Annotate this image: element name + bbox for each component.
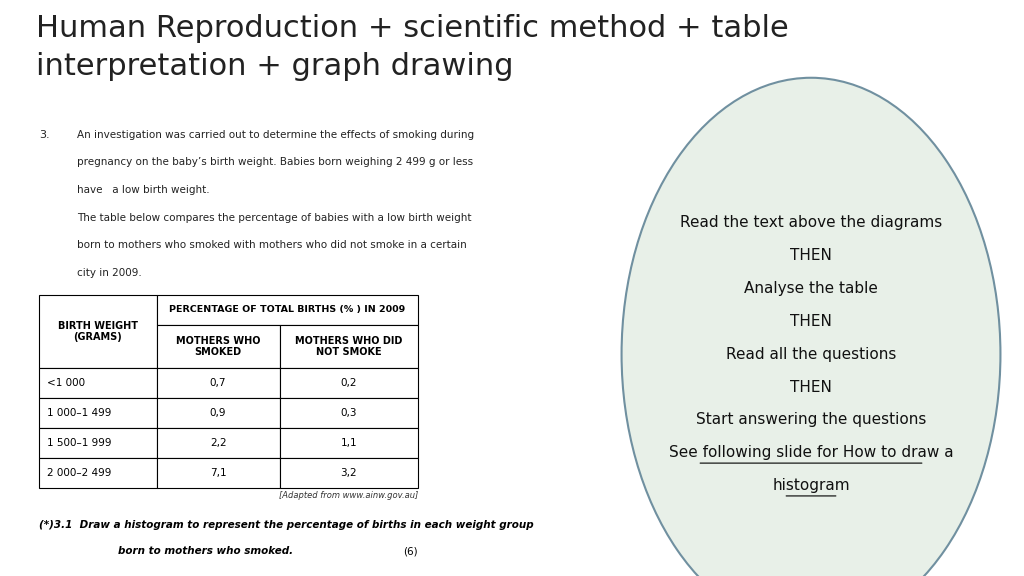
Text: city in 2009.: city in 2009. bbox=[77, 268, 141, 278]
Text: THEN: THEN bbox=[791, 314, 831, 329]
Text: born to mothers who smoked.: born to mothers who smoked. bbox=[118, 546, 293, 556]
Text: <1 000: <1 000 bbox=[47, 378, 85, 388]
Text: histogram: histogram bbox=[772, 478, 850, 493]
Bar bbox=[39, 398, 157, 428]
Text: pregnancy on the baby’s birth weight. Babies born weighing 2 499 g or less: pregnancy on the baby’s birth weight. Ba… bbox=[77, 157, 473, 167]
Text: (*)3.1  Draw a histogram to represent the percentage of births in each weight gr: (*)3.1 Draw a histogram to represent the… bbox=[39, 520, 534, 529]
Bar bbox=[280, 458, 418, 488]
Text: 3,2: 3,2 bbox=[340, 468, 357, 478]
Text: 2,2: 2,2 bbox=[210, 438, 226, 448]
Text: Read all the questions: Read all the questions bbox=[726, 347, 896, 362]
Bar bbox=[280, 325, 418, 368]
Text: See following slide for How to draw a: See following slide for How to draw a bbox=[669, 445, 953, 460]
Text: 1 000–1 499: 1 000–1 499 bbox=[47, 408, 112, 418]
Text: 1,1: 1,1 bbox=[340, 438, 357, 448]
Text: An investigation was carried out to determine the effects of smoking during: An investigation was carried out to dete… bbox=[77, 130, 474, 139]
Bar bbox=[39, 368, 157, 398]
Text: MOTHERS WHO
SMOKED: MOTHERS WHO SMOKED bbox=[176, 336, 260, 357]
Bar bbox=[157, 428, 280, 458]
Text: Human Reproduction + scientific method + table: Human Reproduction + scientific method +… bbox=[36, 14, 788, 43]
Text: The table below compares the percentage of babies with a low birth weight: The table below compares the percentage … bbox=[77, 213, 471, 222]
Text: 0,9: 0,9 bbox=[210, 408, 226, 418]
Bar bbox=[157, 325, 280, 368]
Text: Analyse the table: Analyse the table bbox=[744, 281, 878, 296]
Text: BIRTH WEIGHT
(GRAMS): BIRTH WEIGHT (GRAMS) bbox=[57, 321, 138, 342]
Text: (6): (6) bbox=[403, 546, 418, 556]
Bar bbox=[157, 398, 280, 428]
Text: 3.: 3. bbox=[39, 130, 49, 139]
Text: THEN: THEN bbox=[791, 380, 831, 395]
Ellipse shape bbox=[622, 78, 1000, 576]
Text: PERCENTAGE OF TOTAL BIRTHS (% ) IN 2009: PERCENTAGE OF TOTAL BIRTHS (% ) IN 2009 bbox=[169, 305, 406, 314]
Text: 2 000–2 499: 2 000–2 499 bbox=[47, 468, 112, 478]
Text: [Adapted from www.ainw.gov.au]: [Adapted from www.ainw.gov.au] bbox=[279, 491, 418, 500]
Text: Read the text above the diagrams: Read the text above the diagrams bbox=[680, 215, 942, 230]
Text: 7,1: 7,1 bbox=[210, 468, 226, 478]
Text: MOTHERS WHO DID
NOT SMOKE: MOTHERS WHO DID NOT SMOKE bbox=[295, 336, 402, 357]
Text: 0,3: 0,3 bbox=[340, 408, 357, 418]
Text: interpretation + graph drawing: interpretation + graph drawing bbox=[36, 52, 513, 81]
Bar bbox=[280, 398, 418, 428]
Text: Start answering the questions: Start answering the questions bbox=[696, 412, 926, 427]
Text: have   a low birth weight.: have a low birth weight. bbox=[77, 185, 210, 195]
Text: born to mothers who smoked with mothers who did not smoke in a certain: born to mothers who smoked with mothers … bbox=[77, 240, 467, 250]
Text: 0,7: 0,7 bbox=[210, 378, 226, 388]
Text: 0,2: 0,2 bbox=[340, 378, 357, 388]
Bar bbox=[280, 428, 418, 458]
Bar bbox=[280, 368, 418, 398]
Text: 1 500–1 999: 1 500–1 999 bbox=[47, 438, 112, 448]
Bar bbox=[39, 295, 157, 368]
Bar bbox=[157, 458, 280, 488]
Text: THEN: THEN bbox=[791, 248, 831, 263]
Bar bbox=[157, 368, 280, 398]
Bar bbox=[39, 428, 157, 458]
Bar bbox=[157, 295, 418, 325]
Bar bbox=[39, 458, 157, 488]
